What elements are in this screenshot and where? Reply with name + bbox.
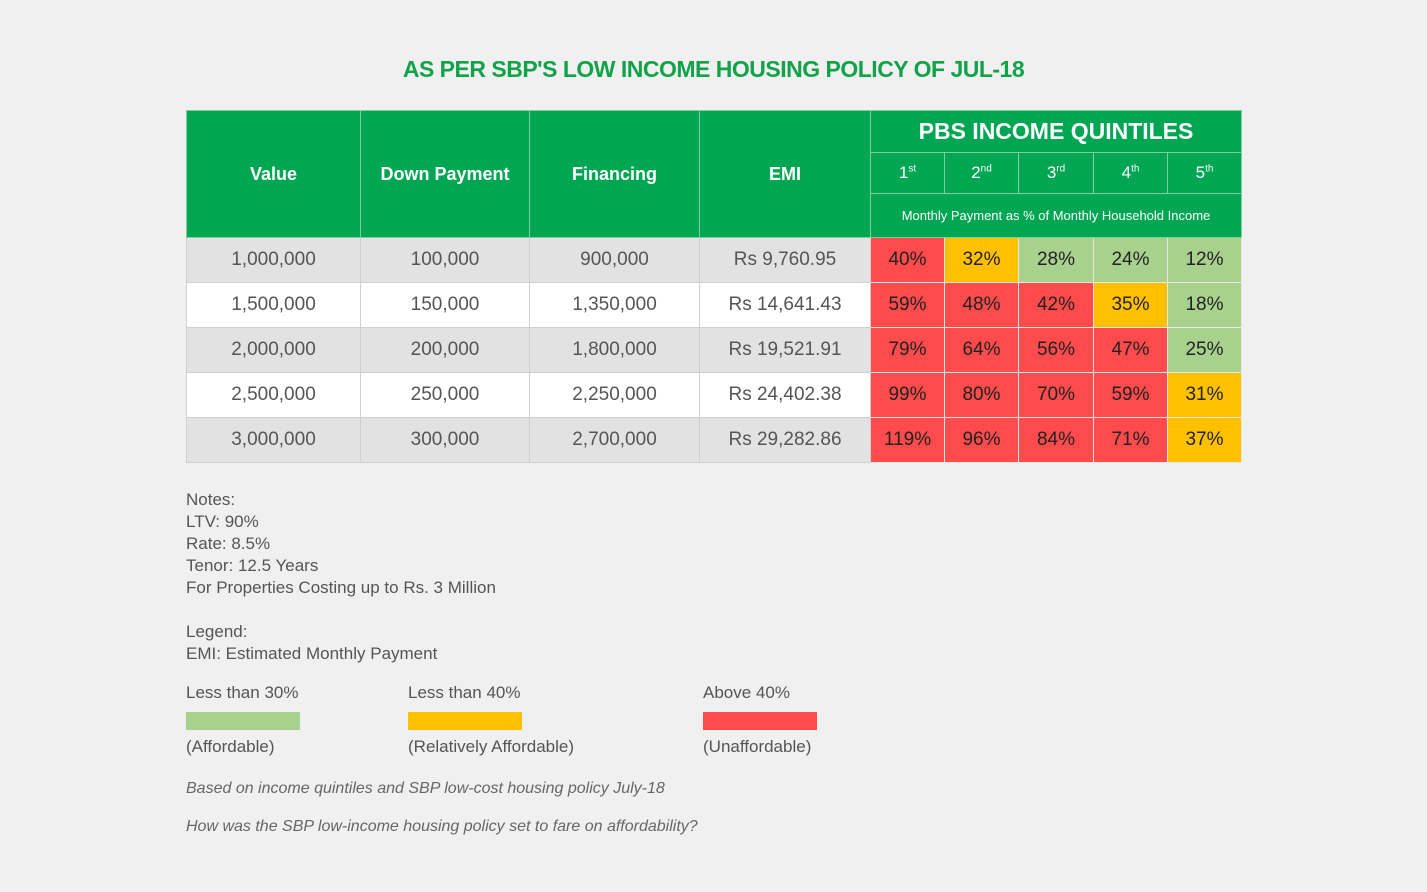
affordability-table: Value Down Payment Financing EMI PBS INC…	[186, 110, 1242, 463]
cell-emi: Rs 9,760.95	[699, 237, 871, 283]
note-line: Legend:	[186, 622, 248, 641]
legend-label: Less than 40%	[408, 683, 521, 702]
cell-quintile-3-pct: 70%	[1018, 372, 1094, 418]
cell-down-payment: 300,000	[360, 417, 530, 463]
cell-value: 2,000,000	[186, 327, 361, 373]
quintile-suffix: rd	[1056, 163, 1066, 175]
cell-quintile-4-pct: 59%	[1093, 372, 1168, 418]
cell-quintile-2-pct: 96%	[944, 417, 1019, 463]
cell-down-payment: 250,000	[360, 372, 530, 418]
notes: Notes: LTV: 90% Rate: 8.5% Tenor: 12.5 Year…	[186, 489, 496, 665]
table-row: 2,500,000 250,000 2,250,000 Rs 24,402.38 99%…	[186, 372, 1242, 418]
page-title: AS PER SBP'S LOW INCOME HOUSING POLICY O…	[402, 56, 1025, 82]
header-quintile-3: 3rd	[1018, 152, 1094, 194]
note-line: Rate: 8.5%	[186, 534, 271, 553]
legend-description: (Relatively Affordable)	[408, 737, 574, 756]
note-line: EMI: Estimated Monthly Payment	[186, 644, 438, 663]
cell-quintile-1-pct: 40%	[870, 237, 945, 283]
note-line: For Properties Costing up to Rs. 3 Milli…	[186, 578, 496, 597]
note-line: Notes:	[186, 490, 236, 509]
cell-quintile-4-pct: 24%	[1093, 237, 1168, 283]
note-line: LTV: 90%	[186, 512, 259, 531]
quintile-number: 1	[898, 163, 909, 182]
cell-quintile-5-pct: 18%	[1167, 282, 1242, 328]
cell-quintile-1-pct: 59%	[870, 282, 945, 328]
cell-quintile-5-pct: 25%	[1167, 327, 1242, 373]
cell-emi: Rs 29,282.86	[699, 417, 871, 463]
cell-quintile-4-pct: 47%	[1093, 327, 1168, 373]
cell-quintile-1-pct: 99%	[870, 372, 945, 418]
cell-emi: Rs 24,402.38	[699, 372, 871, 418]
cell-financing: 2,700,000	[529, 417, 700, 463]
quintile-suffix: nd	[980, 163, 992, 175]
cell-quintile-3-pct: 84%	[1018, 417, 1094, 463]
caption-question: How was the SBP low-income housing polic…	[186, 818, 698, 835]
cell-down-payment: 100,000	[360, 237, 530, 283]
table-row: 1,000,000 100,000 900,000 Rs 9,760.95 40% 32%…	[186, 237, 1242, 283]
quintile-suffix: st	[908, 163, 917, 175]
cell-emi: Rs 19,521.91	[699, 327, 871, 373]
quintile-suffix: th	[1205, 163, 1214, 175]
quintile-number: 2	[971, 163, 981, 182]
legend-swatch	[703, 712, 817, 730]
header-quintiles: PBS INCOME QUINTILES	[870, 110, 1242, 153]
header-value: Value	[186, 110, 361, 238]
cell-quintile-3-pct: 28%	[1018, 237, 1094, 283]
cell-quintile-5-pct: 31%	[1167, 372, 1242, 418]
cell-quintile-2-pct: 80%	[944, 372, 1019, 418]
header-quintile-5: 5th	[1167, 152, 1242, 194]
cell-financing: 1,350,000	[529, 282, 700, 328]
legend-description: (Unaffordable)	[703, 737, 812, 756]
cell-financing: 1,800,000	[529, 327, 700, 373]
header-quintile-1: 1st	[870, 152, 945, 194]
cell-value: 1,500,000	[186, 282, 361, 328]
cell-quintile-5-pct: 37%	[1167, 417, 1242, 463]
cell-financing: 900,000	[529, 237, 700, 283]
header-quintile-2: 2nd	[944, 152, 1019, 194]
legend-description: (Affordable)	[186, 737, 275, 756]
table-row: 1,500,000 150,000 1,350,000 Rs 14,641.43 59%…	[186, 282, 1242, 328]
cell-down-payment: 200,000	[360, 327, 530, 373]
quintile-number: 4	[1121, 163, 1132, 182]
note-line: Tenor: 12.5 Years	[186, 556, 319, 575]
legend-label: Less than 30%	[186, 683, 299, 702]
cell-quintile-4-pct: 35%	[1093, 282, 1168, 328]
cell-value: 3,000,000	[186, 417, 361, 463]
header-emi: EMI	[699, 110, 871, 238]
cell-value: 2,500,000	[186, 372, 361, 418]
cell-down-payment: 150,000	[360, 282, 530, 328]
legend-swatch	[408, 712, 522, 730]
cell-emi: Rs 14,641.43	[699, 282, 871, 328]
quintile-number: 5	[1195, 163, 1206, 182]
quintile-suffix: th	[1131, 163, 1140, 175]
cell-quintile-2-pct: 32%	[944, 237, 1019, 283]
header-subtitle: Monthly Payment as % of Monthly Househol…	[870, 193, 1242, 238]
caption-source: Based on income quintiles and SBP low-co…	[186, 780, 665, 797]
header-quintile-4: 4th	[1093, 152, 1168, 194]
cell-quintile-2-pct: 64%	[944, 327, 1019, 373]
legend-swatch	[186, 712, 300, 730]
cell-quintile-5-pct: 12%	[1167, 237, 1242, 283]
cell-value: 1,000,000	[186, 237, 361, 283]
quintile-number: 3	[1046, 163, 1057, 182]
note-line	[186, 599, 496, 621]
legend-label: Above 40%	[703, 683, 790, 702]
cell-quintile-2-pct: 48%	[944, 282, 1019, 328]
cell-quintile-4-pct: 71%	[1093, 417, 1168, 463]
table-row: 2,000,000 200,000 1,800,000 Rs 19,521.91 79%…	[186, 327, 1242, 373]
header-down-payment: Down Payment	[360, 110, 530, 238]
table-row: 3,000,000 300,000 2,700,000 Rs 29,282.86 119…	[186, 417, 1242, 463]
cell-financing: 2,250,000	[529, 372, 700, 418]
cell-quintile-3-pct: 42%	[1018, 282, 1094, 328]
cell-quintile-3-pct: 56%	[1018, 327, 1094, 373]
cell-quintile-1-pct: 119%	[870, 417, 945, 463]
cell-quintile-1-pct: 79%	[870, 327, 945, 373]
header-financing: Financing	[529, 110, 700, 238]
